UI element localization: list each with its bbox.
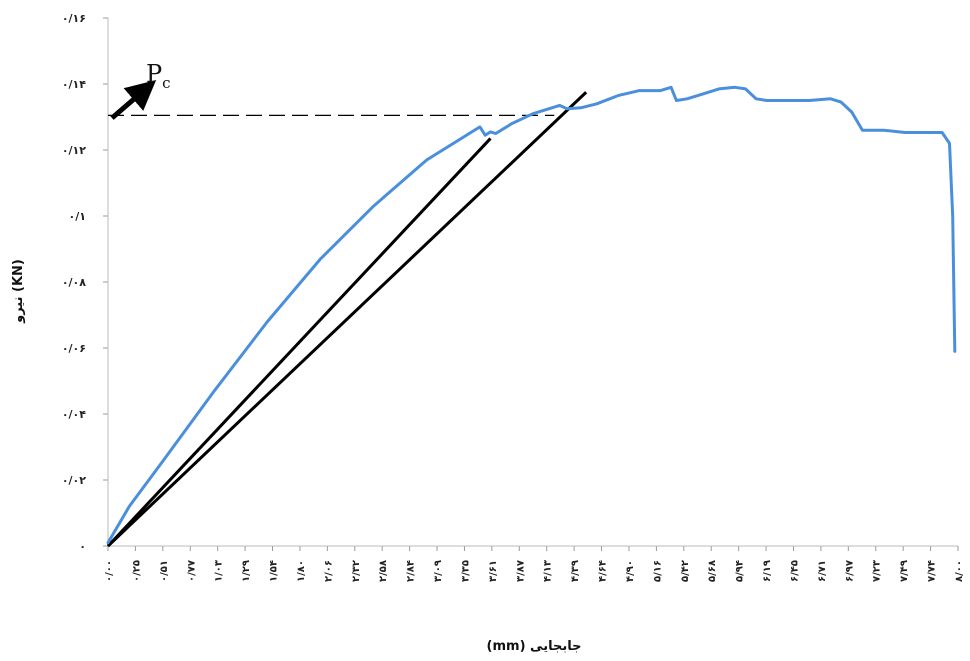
pc-arrow <box>110 79 157 120</box>
x-tick-label-27: ۶/۹۷ <box>844 560 855 582</box>
x-tick-label-20: ۵/۱۶ <box>652 560 663 582</box>
x-tick-label-21: ۵/۴۲ <box>680 560 691 582</box>
x-tick-label-24: ۶/۱۹ <box>762 560 773 582</box>
x-tick-label-23: ۵/۹۴ <box>735 560 746 582</box>
y-tick-label-7: ۰/۱۴ <box>62 78 86 91</box>
x-tick-label-16: ۴/۱۳ <box>543 560 554 582</box>
x-tick-label-0: ۰/۰۰ <box>104 560 115 582</box>
x-tick-label-5: ۱/۲۹ <box>241 560 252 582</box>
y-axis-ticks: ۰ ۰/۰۲ ۰/۰۴ ۰/۰۶ ۰/۰۸ ۰/۱ ۰/۱۲ ۰/۱۴ ۰/۱۶ <box>62 12 108 553</box>
x-tick-label-25: ۶/۴۵ <box>789 560 800 582</box>
pc-label-sub: c <box>162 74 170 92</box>
x-tick-label-28: ۷/۲۳ <box>872 560 883 582</box>
y-axis-label: نیرو (KN) <box>11 259 26 324</box>
x-tick-label-15: ۳/۸۷ <box>515 560 526 582</box>
tangent-line-1 <box>106 91 588 548</box>
x-tick-label-2: ۰/۵۱ <box>159 560 170 582</box>
x-axis-ticks: ۰/۰۰ ۰/۲۵ ۰/۵۱ ۰/۷۷ ۱/۰۳ ۱/۲۹ ۱/۵۴ ۱/۸۰ ۲/۰۶ ۲/۳۲… <box>104 546 965 582</box>
x-tick-label-7: ۱/۸۰ <box>296 560 307 582</box>
plot-area <box>106 85 957 548</box>
x-tick-label-31: ۸/۰۰ <box>954 560 965 582</box>
x-tick-label-29: ۷/۴۹ <box>899 560 910 582</box>
x-tick-label-17: ۴/۳۹ <box>570 560 581 582</box>
pc-label-main: P <box>146 60 162 88</box>
y-tick-label-8: ۰/۱۶ <box>62 12 86 25</box>
tangent-line-0 <box>106 137 492 548</box>
x-tick-label-26: ۶/۷۱ <box>817 560 828 582</box>
x-tick-label-18: ۴/۶۴ <box>598 560 609 582</box>
x-tick-label-19: ۴/۹۰ <box>625 560 636 582</box>
pc-label: Pc <box>146 60 171 92</box>
y-tick-label-0: ۰ <box>79 540 86 553</box>
x-tick-label-22: ۵/۶۸ <box>707 560 718 582</box>
y-tick-label-6: ۰/۱۲ <box>62 144 86 157</box>
pc-annotation: Pc <box>110 60 171 120</box>
x-tick-label-10: ۲/۵۸ <box>378 560 389 582</box>
x-tick-label-4: ۱/۰۳ <box>214 560 225 582</box>
x-tick-label-1: ۰/۲۵ <box>131 560 142 582</box>
x-tick-label-9: ۲/۳۲ <box>351 560 362 582</box>
y-tick-label-5: ۰/۱ <box>69 210 86 223</box>
x-axis-label: جابجایی (mm) <box>487 639 582 654</box>
x-tick-label-30: ۷/۷۴ <box>927 560 938 582</box>
x-tick-label-12: ۳/۰۹ <box>433 560 444 582</box>
x-tick-label-3: ۰/۷۷ <box>186 560 197 582</box>
y-tick-label-4: ۰/۰۸ <box>62 276 86 289</box>
x-tick-label-8: ۲/۰۶ <box>323 560 334 582</box>
x-tick-label-11: ۲/۸۴ <box>406 560 417 582</box>
y-tick-label-3: ۰/۰۶ <box>62 342 86 355</box>
series-line-0 <box>106 85 957 545</box>
x-tick-label-14: ۳/۶۱ <box>488 560 499 582</box>
x-tick-label-13: ۳/۳۵ <box>460 560 471 582</box>
y-tick-label-2: ۰/۰۴ <box>62 408 86 421</box>
x-tick-label-6: ۱/۵۴ <box>269 560 280 582</box>
y-tick-label-1: ۰/۰۲ <box>62 474 86 487</box>
